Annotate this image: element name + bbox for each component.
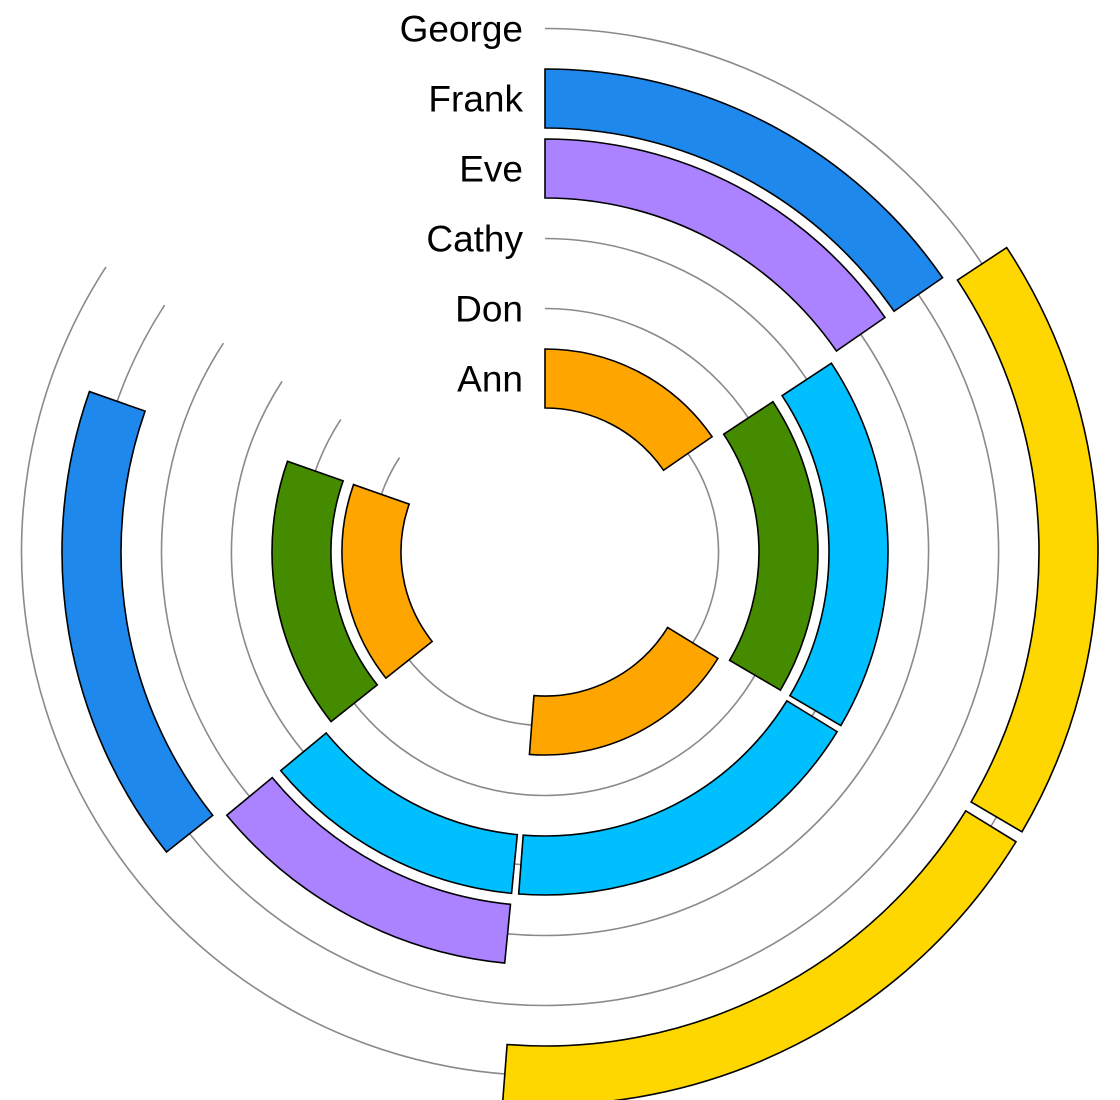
ring-segment-eve-2 [225, 776, 512, 964]
ring-segment-eve-1 [544, 138, 887, 353]
ring-segment-ann-1 [544, 348, 714, 472]
ring-label-cathy: Cathy [426, 219, 523, 260]
ring-segment-don-2 [271, 460, 379, 723]
ring-segment-don-1 [722, 400, 819, 692]
ring-label-don: Don [455, 289, 523, 330]
ring-label-frank: Frank [428, 79, 523, 120]
ring-segment-ann-2 [528, 626, 720, 756]
ring-segment-cathy-3 [279, 731, 519, 895]
ring-label-ann: Ann [457, 359, 523, 400]
ring-segment-cathy-1 [780, 362, 889, 727]
ring-segment-george-2 [502, 809, 1018, 1100]
ring-segment-ann-3 [341, 483, 434, 680]
ring-labels: Ann Don Cathy Eve Frank George [400, 9, 524, 400]
ring-segment-cathy-2 [517, 699, 839, 896]
ring-segment-frank-2 [61, 390, 214, 854]
ring-label-george: George [400, 9, 523, 50]
ring-bars [61, 68, 1099, 1100]
ring-segment-george-1 [956, 246, 1099, 833]
ring-segment-frank-1 [544, 68, 944, 313]
ring-label-eve: Eve [459, 149, 523, 190]
